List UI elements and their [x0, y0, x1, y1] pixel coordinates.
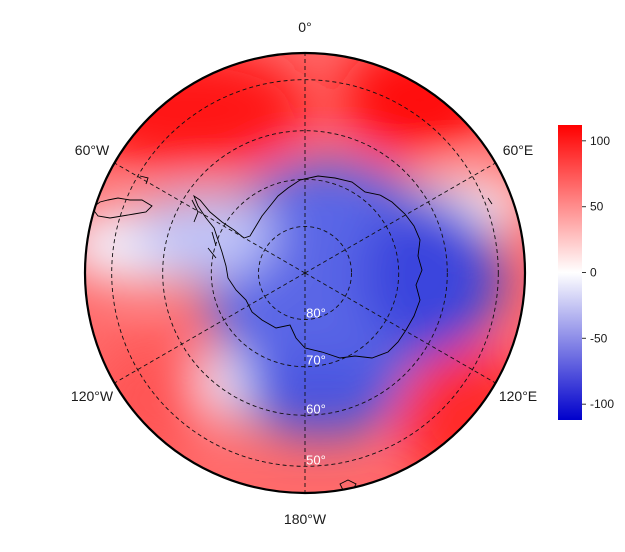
colorbar-ticks: 100 50 0 -50 -100 — [582, 134, 614, 411]
latitude-labels: 50° 60° 70° 80° — [306, 306, 326, 468]
meridian-line — [114, 162, 306, 274]
longitude-label: 60°E — [503, 142, 534, 158]
latitude-label: 70° — [306, 353, 326, 368]
longitude-label: 60°W — [75, 142, 110, 158]
south-america-tip — [91, 197, 153, 219]
latitude-label: 80° — [306, 306, 326, 321]
colorbar-tick-label: -100 — [590, 397, 614, 411]
positive-anomaly-ne — [340, 53, 500, 160]
graticule — [111, 53, 499, 493]
latitude-circle — [162, 130, 448, 416]
antarctica-coastline — [193, 175, 423, 359]
longitude-label: 120°E — [499, 388, 537, 404]
map-boundary — [83, 51, 527, 495]
latitude-label: 50° — [306, 452, 326, 467]
latitude-circle — [111, 79, 499, 467]
colorbar-gradient — [558, 125, 582, 420]
longitude-label: 0° — [298, 19, 311, 35]
negative-anomaly-south — [240, 355, 400, 435]
latitude-circle — [210, 178, 400, 368]
longitude-label: 180°W — [284, 511, 327, 527]
latitude-circle — [258, 226, 352, 320]
colorbar: 100 50 0 -50 -100 — [558, 125, 614, 420]
anomaly-field — [85, 53, 525, 493]
longitude-label: 120°W — [71, 388, 114, 404]
colorbar-tick-label: -50 — [590, 331, 608, 345]
meridian-line — [114, 272, 306, 384]
colorbar-tick-label: 50 — [590, 200, 604, 214]
small-island-e — [487, 197, 493, 205]
negative-anomaly-west — [135, 190, 275, 280]
meridian-line — [304, 162, 496, 274]
colorbar-tick-label: 0 — [590, 266, 597, 280]
negative-anomaly-east — [360, 195, 500, 355]
latitude-label: 60° — [306, 401, 326, 416]
colorbar-tick-label: 100 — [590, 134, 610, 148]
peninsula-islands — [191, 199, 217, 259]
longitude-labels: 0° 60°E 120°E 180°W 120°W 60°W — [71, 19, 537, 527]
meridian-line — [304, 272, 496, 384]
